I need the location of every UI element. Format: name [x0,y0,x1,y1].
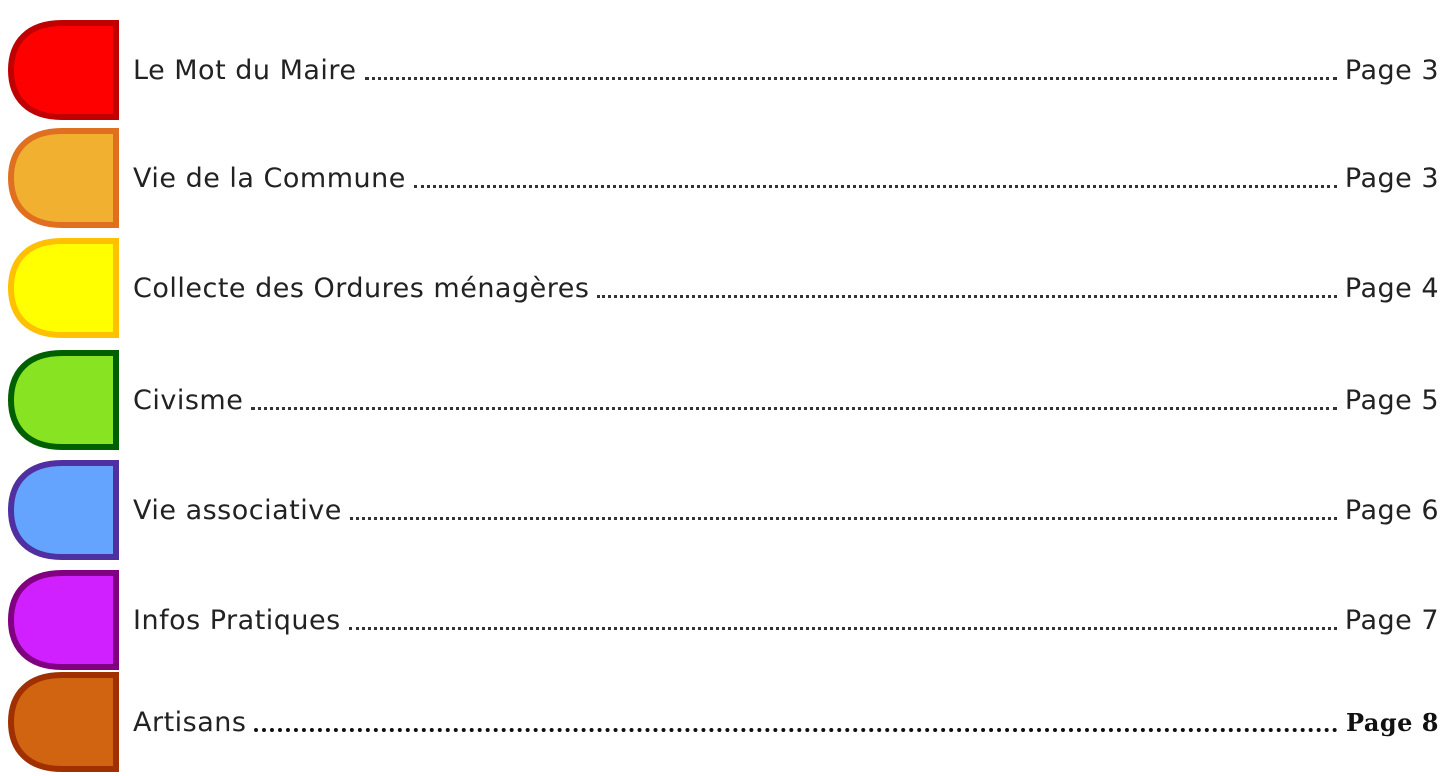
entry-page: Page 6 [1344,494,1439,526]
dot-leader [251,406,1337,410]
entry-line: Infos Pratiques Page 7 [133,566,1439,674]
entry-title: Le Mot du Maire [133,54,357,86]
color-tab [7,460,119,560]
color-tab [7,570,119,670]
entry-page: Page 3 [1344,162,1439,194]
entry-page: Page 4 [1344,272,1439,304]
dot-leader [364,76,1337,80]
entry-title: Artisans [133,706,247,738]
entry-line: Le Mot du Maire Page 3 [133,16,1439,124]
color-tab [7,20,119,120]
entry-line: Artisans Page 8 [133,668,1439,776]
color-tab [7,350,119,450]
color-tab [7,128,119,228]
toc-entry: Collecte des Ordures ménagères Page 4 [0,234,1447,342]
toc-entry: Artisans Page 8 [0,668,1447,776]
entry-line: Civisme Page 5 [133,346,1439,454]
entry-page: Page 5 [1344,384,1439,416]
entry-title: Infos Pratiques [133,604,341,636]
entry-line: Collecte des Ordures ménagères Page 4 [133,234,1439,342]
toc-entry: Civisme Page 5 [0,346,1447,454]
toc-entry: Vie associative Page 6 [0,456,1447,564]
dot-leader [413,184,1337,188]
toc-entry: Le Mot du Maire Page 3 [0,16,1447,124]
entry-title: Civisme [133,384,244,416]
entry-page: Page 7 [1344,604,1439,636]
dot-leader [349,516,1337,520]
color-tab [7,238,119,338]
entry-title: Vie de la Commune [133,162,406,194]
color-tab [7,672,119,772]
entry-line: Vie associative Page 6 [133,456,1439,564]
dot-leader [597,294,1337,298]
entry-page: Page 8 [1345,707,1439,737]
entry-page: Page 3 [1344,54,1439,86]
entry-line: Vie de la Commune Page 3 [133,124,1439,232]
dot-leader [254,728,1338,732]
dot-leader [348,626,1337,630]
entry-title: Collecte des Ordures ménagères [133,272,590,304]
toc-entry: Vie de la Commune Page 3 [0,124,1447,232]
toc-entry: Infos Pratiques Page 7 [0,566,1447,674]
entry-title: Vie associative [133,494,342,526]
